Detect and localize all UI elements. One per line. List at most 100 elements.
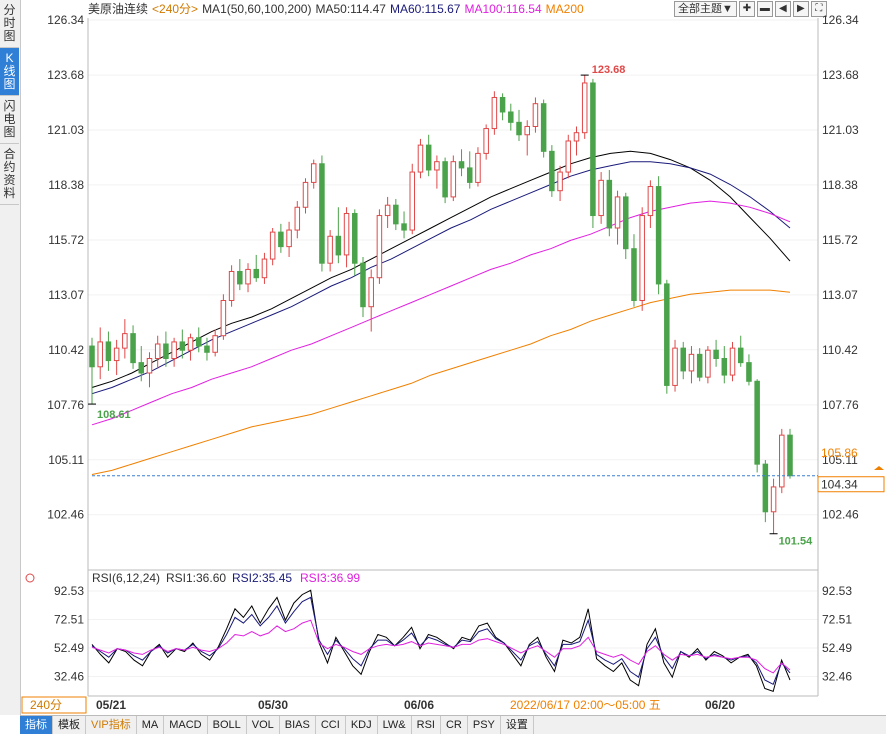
rsi3-value: RSI3:36.99 (300, 571, 360, 585)
candle-body (278, 231, 284, 248)
candlesticks (89, 75, 793, 534)
candle-body (352, 212, 358, 264)
price-tick-right: 102.46 (822, 508, 859, 522)
candle-body (179, 341, 186, 351)
tab-kdj[interactable]: KDJ (346, 716, 378, 734)
candle-body (532, 103, 539, 127)
candle-body (524, 125, 530, 136)
rsi-header: RSI(6,12,24) RSI1:36.60 RSI2:35.45 RSI3:… (25, 571, 360, 585)
candle-body (770, 486, 777, 513)
zoom-in-icon[interactable]: ✚ (738, 1, 755, 17)
candle-body (269, 231, 276, 260)
rsi-tick-left: 52.49 (54, 641, 84, 655)
candle-body (163, 343, 169, 359)
price-tick-left: 110.42 (48, 343, 84, 357)
candle-body (746, 362, 752, 382)
candle-body (384, 204, 391, 217)
rsi-line-rsi2 (91, 596, 791, 685)
candle-body (105, 341, 112, 362)
rsi-line-rsi3 (91, 619, 791, 674)
candle-body (310, 163, 317, 183)
rsi-line-rsi1 (91, 589, 791, 693)
candle-body (327, 235, 333, 264)
rsi-tick-left: 92.53 (54, 584, 84, 598)
chart-canvas: 126.34 123.68 121.03 118.38 115.72 113.07 110.… (21, 13, 885, 714)
candle-body (540, 103, 547, 152)
period-button[interactable] (21, 696, 87, 714)
price-tick-right: 110.42 (822, 343, 858, 357)
rsi-tick-right: 72.51 (822, 612, 852, 626)
tab-macd[interactable]: MACD (164, 716, 208, 734)
price-tick-left: 113.07 (48, 288, 84, 302)
tab-intraday[interactable]: 分时图 (0, 0, 19, 48)
price-tick-right: 115.72 (822, 233, 858, 247)
last-price-box (817, 476, 885, 493)
candle-body (442, 161, 448, 198)
cursor-time-label: 2022/06/17 02:00～05:00 五 (510, 698, 661, 712)
candle-body (606, 179, 613, 229)
period-selector[interactable]: <240分> (152, 2, 199, 16)
candle-body (516, 121, 522, 136)
candle-body (754, 380, 760, 465)
theme-button[interactable]: 全部主题▼ (674, 1, 737, 17)
price-tick-left: 105.11 (48, 453, 84, 467)
tab-vol[interactable]: VOL (247, 716, 280, 734)
zoom-out-icon[interactable]: ▬ (756, 1, 773, 17)
price-tick-left: 118.38 (48, 178, 84, 192)
candle-body (146, 357, 153, 374)
rsi-settings-icon[interactable] (25, 573, 35, 583)
candle-body (425, 144, 432, 171)
price-tick-left: 123.68 (47, 68, 84, 82)
tab-vip-indicators[interactable]: VIP指标 (86, 716, 137, 734)
tab-contract-info[interactable]: 合约资料 (0, 144, 19, 205)
rsi-tick-right: 52.49 (822, 641, 852, 655)
tab-templates[interactable]: 模板 (53, 716, 86, 734)
ma60-value: MA60:115.67 (389, 2, 461, 16)
ma-settings[interactable]: MA1(50,60,100,200) (202, 2, 312, 16)
move-right-icon[interactable]: ▶ (792, 1, 809, 17)
rsi-axis: 92.53 92.53 72.51 72.51 52.49 52.49 32.46 32.46 (54, 584, 852, 684)
ma-line-ma200 (91, 289, 791, 475)
tab-settings[interactable]: 设置 (501, 716, 534, 734)
chart-header: 美原油连续 <240分> MA1(50,60,100,200) MA50:114.47… (88, 0, 818, 18)
period-button-label: 240分 (30, 698, 62, 712)
tab-bias[interactable]: BIAS (280, 716, 316, 734)
price-axis-right: 126.34 123.68 121.03 118.38 115.72 113.07 110.… (822, 13, 859, 522)
fullscreen-icon[interactable]: ⛶ (810, 1, 827, 17)
candle-body (261, 258, 268, 279)
candle-body (549, 150, 555, 192)
date-label-2: 05/30 (258, 698, 288, 712)
high-low-marks (88, 74, 778, 535)
rsi-tick-right: 92.53 (822, 584, 852, 598)
price-tick-right: 113.07 (822, 288, 858, 302)
candle-body (319, 163, 325, 264)
date-label-1: 05/21 (96, 698, 126, 712)
price-tick-right: 105.11 (822, 453, 858, 467)
tab-boll[interactable]: BOLL (208, 716, 247, 734)
rsi2-value: RSI2:35.45 (232, 571, 292, 585)
price-tick-left: 107.76 (47, 398, 84, 412)
tab-cci[interactable]: CCI (316, 716, 346, 734)
tab-flash[interactable]: 闪电图 (0, 96, 19, 144)
candle-body (360, 262, 366, 308)
move-left-icon[interactable]: ◀ (774, 1, 791, 17)
candle-body (508, 111, 514, 123)
candle-body (721, 357, 728, 376)
tab-kline[interactable]: K线图 (0, 48, 19, 96)
candle-body (647, 186, 654, 217)
candle-body (688, 353, 695, 372)
candle-body (417, 144, 424, 173)
tab-cr[interactable]: CR (441, 716, 468, 734)
candle-body (113, 347, 120, 362)
tab-ma[interactable]: MA (137, 716, 165, 734)
candle-body (204, 345, 210, 353)
tab-psy[interactable]: PSY (468, 716, 501, 734)
tab-indicators[interactable]: 指标 (20, 716, 53, 734)
chart-grid (88, 19, 818, 677)
tab-lw[interactable]: LW& (378, 716, 412, 734)
tab-rsi[interactable]: RSI (412, 716, 441, 734)
chart-controls: 全部主题▼ ✚ ▬ ◀ ▶ ⛶ (674, 1, 827, 17)
candle-body (590, 82, 596, 217)
candle-body (138, 362, 145, 374)
candle-body (623, 196, 629, 250)
